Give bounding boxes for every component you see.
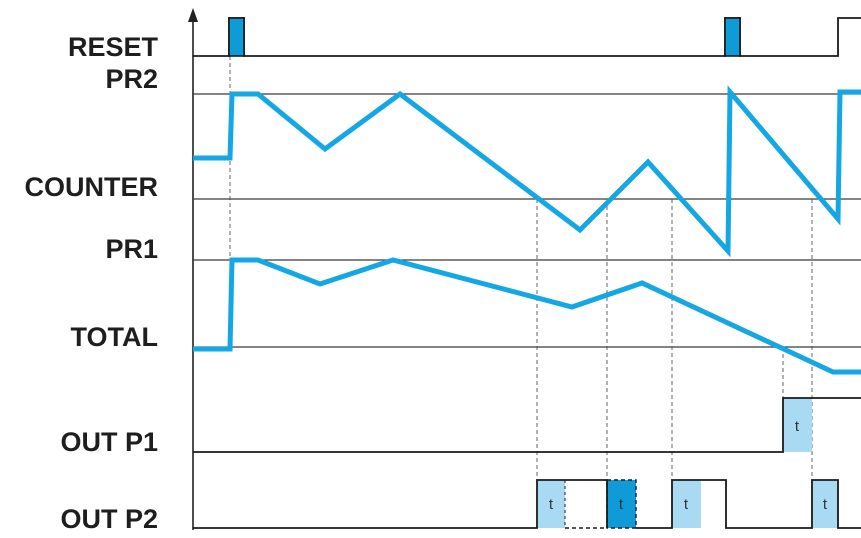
label-pr1: PR1 [105, 234, 158, 264]
out-p2-delay-block [537, 480, 565, 528]
reset-signal [193, 17, 861, 57]
out-p2-delay-block [672, 480, 701, 528]
reset-pulse [724, 17, 741, 57]
label-out-p1: OUT P1 [60, 427, 158, 457]
out-p2-reset-block [607, 480, 636, 528]
reset-pulse [228, 17, 245, 57]
timer-label: t [795, 418, 800, 435]
out-p2-signal: t t t t [193, 479, 861, 529]
label-pr2: PR2 [105, 64, 158, 94]
label-total: TOTAL [71, 322, 159, 352]
axis-arrow-icon [188, 8, 198, 22]
label-out-p2: OUT P2 [60, 504, 158, 534]
timer-label: t [684, 496, 689, 513]
total-waveform [193, 257, 861, 375]
out-p2-delay-block [812, 480, 838, 528]
out-p1-signal: t [193, 397, 861, 453]
label-reset: RESET [68, 32, 159, 62]
timer-label: t [823, 496, 828, 513]
out-p1-delay-block [783, 398, 812, 452]
timer-label: t [619, 496, 624, 513]
label-counter: COUNTER [25, 172, 159, 202]
counter-waveform [193, 85, 861, 258]
timer-label: t [549, 496, 554, 513]
